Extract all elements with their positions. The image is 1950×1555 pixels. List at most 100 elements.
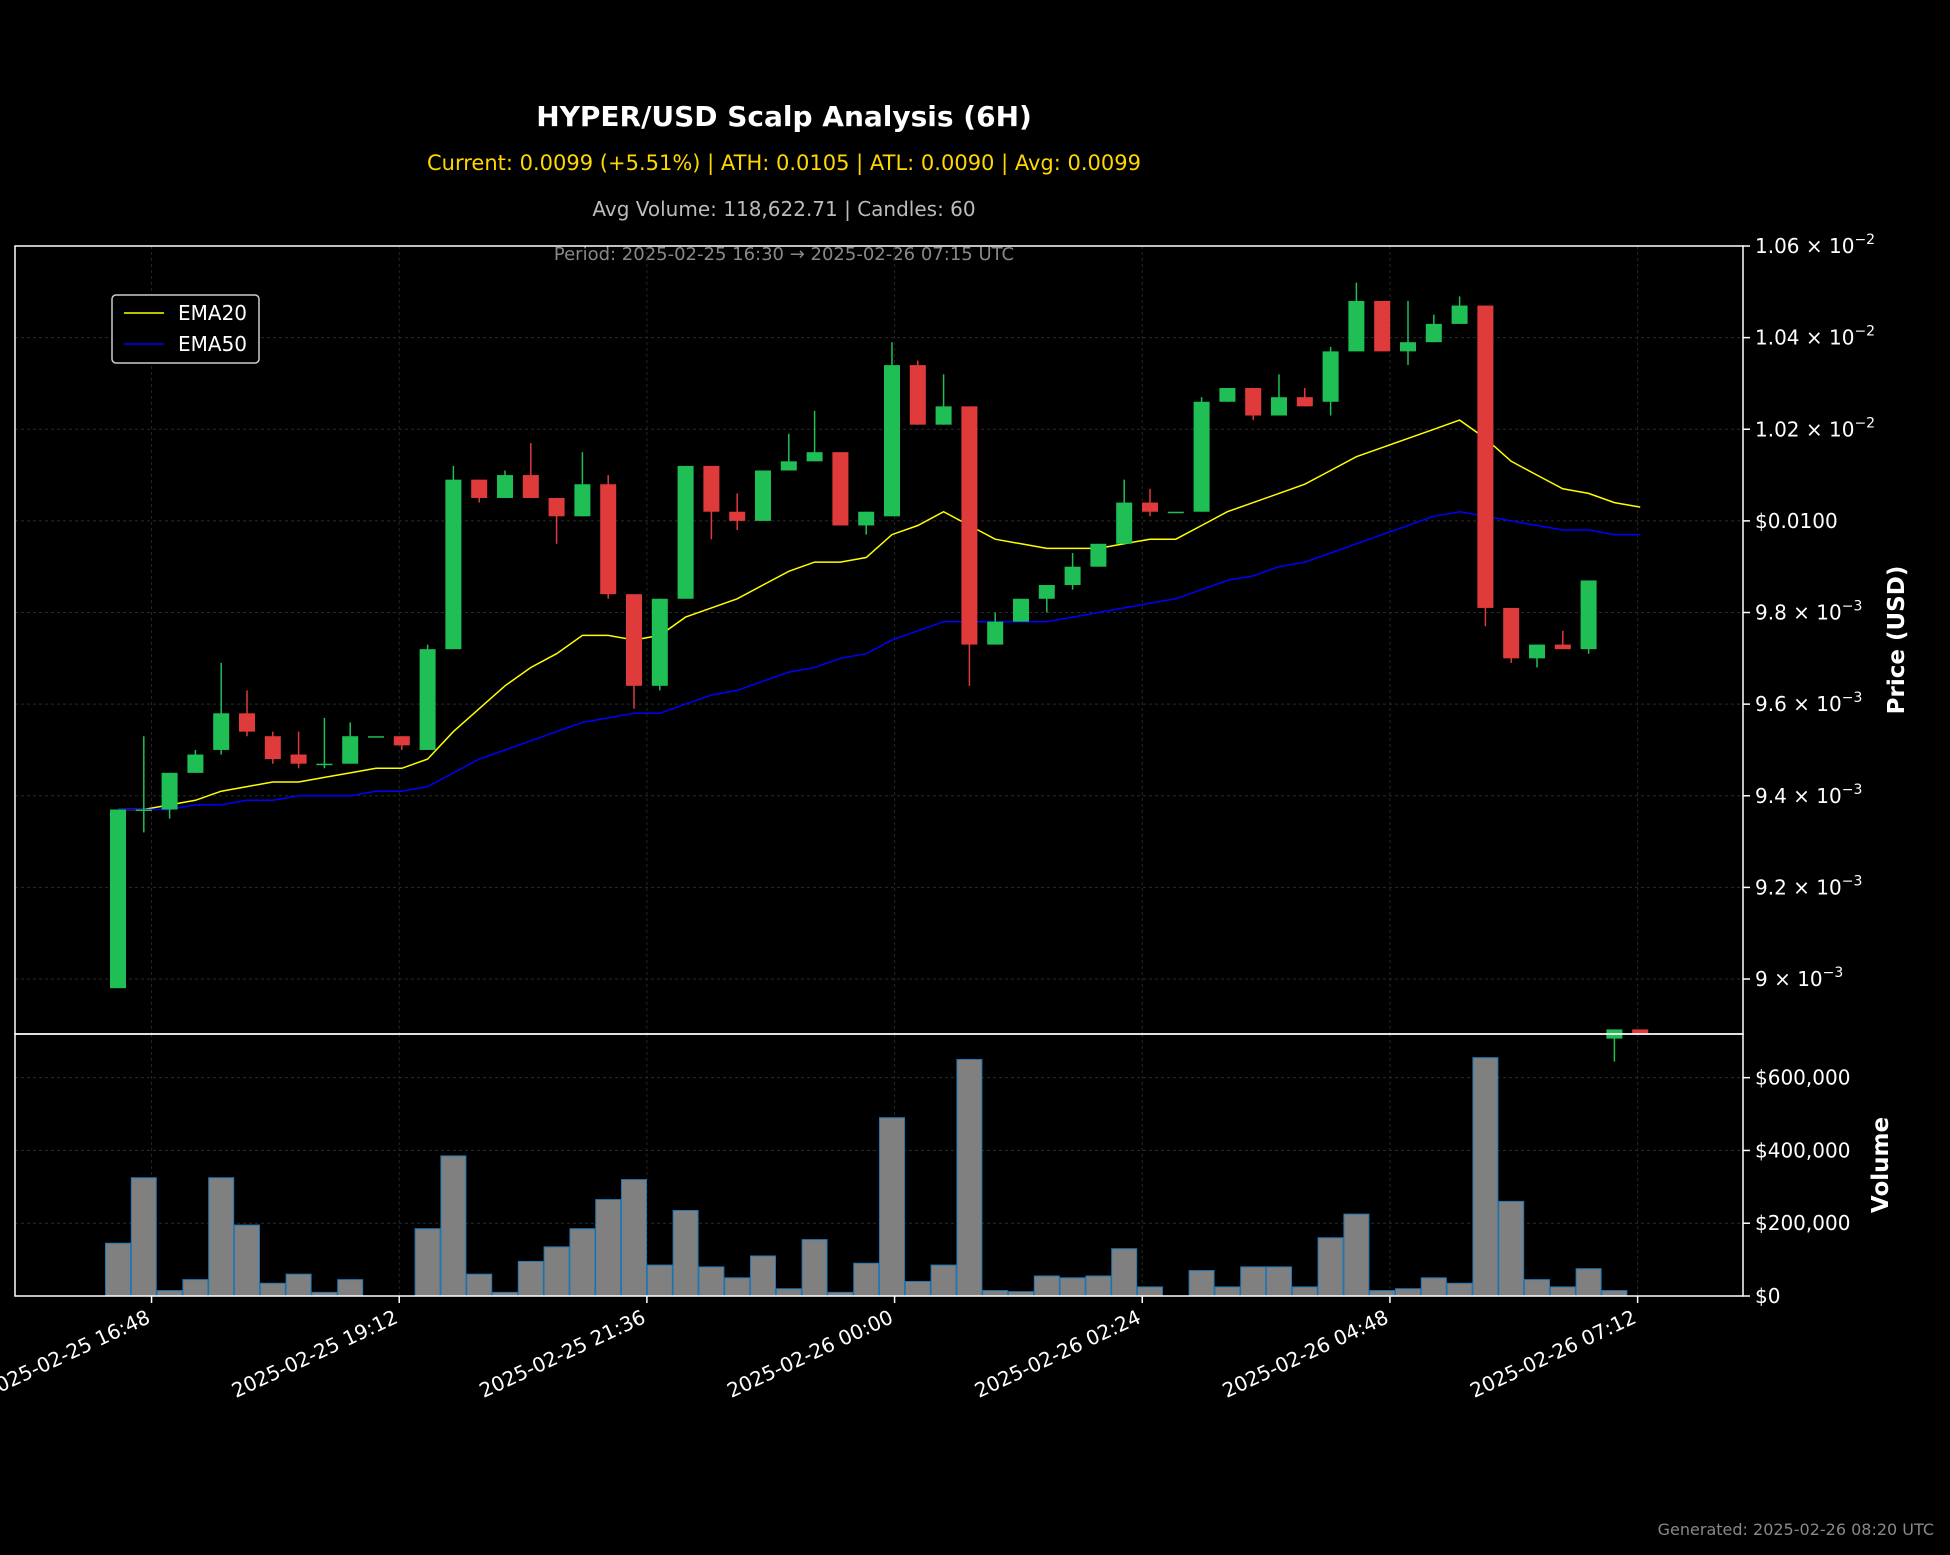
candle-body xyxy=(1322,351,1339,402)
volume-tick-label: $200,000 xyxy=(1755,1211,1850,1235)
volume-panel-frame xyxy=(14,1033,1744,1297)
volume-bar xyxy=(1395,1288,1421,1297)
candle xyxy=(393,736,410,750)
candle-body xyxy=(987,621,1004,645)
candle xyxy=(419,644,436,750)
candle-body xyxy=(1142,502,1158,512)
candle-body xyxy=(1503,607,1520,659)
candle-body xyxy=(1064,566,1081,586)
price-axis: 9 × 10−3 9.2 × 10−3 9.4 × 10−3 9.6 × 10−3 9.… xyxy=(1743,232,1875,991)
volume-bar xyxy=(1498,1200,1525,1297)
volume-bar xyxy=(1601,1290,1628,1297)
candle-body xyxy=(497,475,513,498)
candle xyxy=(1477,305,1494,627)
candle-body xyxy=(935,406,952,425)
candle-body xyxy=(522,475,539,498)
volume-bar xyxy=(904,1280,931,1297)
price-axis-label: Price (USD) xyxy=(1884,566,1910,715)
candle-body xyxy=(1451,305,1468,324)
candle xyxy=(1529,644,1545,668)
candle xyxy=(961,406,978,686)
price-tick-label: 9.4 × 10−3 xyxy=(1755,782,1862,808)
ema20-line xyxy=(118,419,1641,811)
volume-bar xyxy=(698,1266,725,1297)
candle-body xyxy=(264,736,281,760)
volume-tick-label: $0 xyxy=(1755,1284,1780,1308)
candle xyxy=(1374,300,1391,352)
volume-bar xyxy=(646,1264,673,1297)
volume-summary: Avg Volume: 118,622.71 | Candles: 60 xyxy=(592,197,976,221)
candle xyxy=(1167,511,1184,514)
candle-body xyxy=(368,736,384,738)
candle-body xyxy=(1374,300,1391,352)
candle-body xyxy=(316,763,333,766)
candle xyxy=(497,470,513,498)
candle xyxy=(780,433,797,471)
candle-body xyxy=(342,736,359,764)
volume-bar xyxy=(182,1279,209,1297)
candle xyxy=(755,470,771,521)
candle xyxy=(471,479,488,503)
candle xyxy=(213,662,230,755)
candle xyxy=(1193,397,1210,512)
volume-bar xyxy=(130,1177,157,1297)
time-tick-label: 2025-02-25 21:36 xyxy=(476,1305,649,1403)
ema-lines xyxy=(118,419,1641,811)
candle-body xyxy=(626,594,642,686)
candle xyxy=(368,736,384,738)
time-tick-label: 2025-02-25 19:12 xyxy=(228,1305,401,1403)
volume-bar xyxy=(1575,1268,1602,1297)
candle xyxy=(187,749,204,773)
candle xyxy=(548,497,565,544)
volume-tick-label: $400,000 xyxy=(1755,1138,1850,1162)
candle-body xyxy=(548,497,565,517)
candle-body xyxy=(909,365,926,425)
price-tick-label: 1.04 × 10−2 xyxy=(1755,324,1875,350)
volume-bar xyxy=(1420,1277,1447,1297)
candle-body xyxy=(1116,502,1133,544)
volume-bar xyxy=(775,1288,802,1297)
volume-bar xyxy=(1033,1275,1060,1297)
candle-body xyxy=(1271,397,1287,416)
price-summary: Current: 0.0099 (+5.51%) | ATH: 0.0105 |… xyxy=(427,151,1141,175)
candle xyxy=(729,493,746,531)
candle xyxy=(1580,580,1597,654)
time-axis: 2025-02-25 16:48 2025-02-25 19:12 2025-02-… xyxy=(0,1296,1640,1403)
volume-bar xyxy=(1524,1279,1550,1297)
candle-body xyxy=(1477,305,1494,608)
generated-timestamp: Generated: 2025-02-26 08:20 UTC xyxy=(1657,1520,1934,1539)
candle xyxy=(651,598,668,691)
candle xyxy=(600,475,617,599)
candle xyxy=(1245,388,1262,421)
candle-body xyxy=(651,598,668,686)
volume-bar xyxy=(1137,1286,1163,1297)
candle xyxy=(1219,388,1236,402)
volume-bar xyxy=(672,1209,699,1297)
candle xyxy=(703,465,720,540)
candle xyxy=(522,443,539,498)
candle-body xyxy=(574,484,591,517)
volume-bar xyxy=(1317,1237,1344,1297)
candle-body xyxy=(1219,388,1236,402)
candle-body xyxy=(1296,397,1313,407)
volume-bar xyxy=(1188,1270,1215,1297)
candle xyxy=(1632,1029,1649,1034)
candle-body xyxy=(755,470,771,521)
candle-body xyxy=(187,754,204,773)
candle-body xyxy=(677,465,694,599)
legend-ema20-label: EMA20 xyxy=(178,301,247,325)
candle xyxy=(1400,300,1416,366)
candle-body xyxy=(1193,401,1210,512)
time-tick-label: 2025-02-26 02:24 xyxy=(971,1305,1144,1403)
volume-bar xyxy=(750,1255,776,1297)
volume-bar xyxy=(208,1177,235,1297)
candle-body xyxy=(1348,300,1365,352)
candle-body xyxy=(1013,598,1029,622)
volume-bar xyxy=(1214,1286,1241,1297)
volume-bar xyxy=(569,1228,596,1297)
candle xyxy=(987,612,1004,645)
candle xyxy=(1296,388,1313,407)
candle xyxy=(161,772,178,819)
price-tick-label: 9.6 × 10−3 xyxy=(1755,690,1862,716)
candle-body xyxy=(445,479,462,650)
